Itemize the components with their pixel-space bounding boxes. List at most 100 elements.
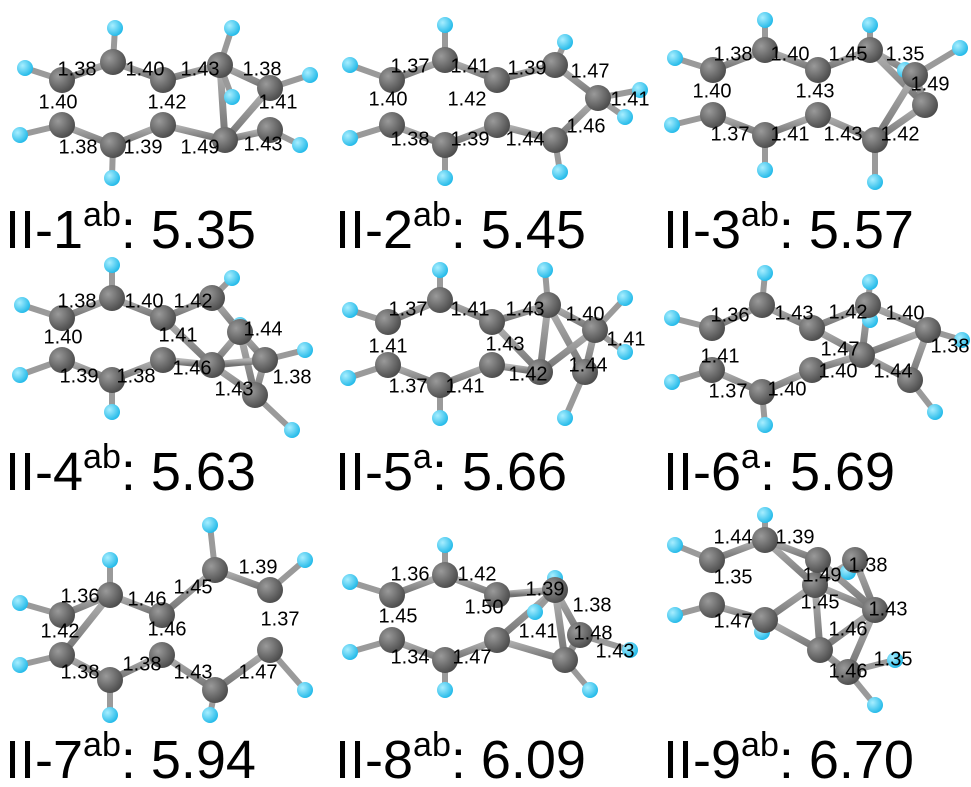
bond-length-label: 1.40 <box>771 43 810 65</box>
bond-length-label: 1.41 <box>159 324 198 346</box>
bond-length-label: 1.38 <box>273 366 312 388</box>
hydrogen-atom <box>12 595 28 611</box>
hydrogen-atom <box>664 310 680 326</box>
isomer-name: II-6 <box>663 442 741 502</box>
bond-length-label: 1.47 <box>714 610 753 632</box>
energy: : 5.66 <box>432 442 567 502</box>
bond-length-label: 1.49 <box>181 136 220 158</box>
hydrogen-atom <box>17 60 33 76</box>
superscript: ab <box>83 726 121 764</box>
superscript: ab <box>741 196 779 234</box>
hydrogen-atom <box>757 162 773 178</box>
hydrogen-atom <box>437 537 453 553</box>
bond-length-label: 1.37 <box>711 123 750 145</box>
panel-caption: II-6a: 5.69 <box>663 438 895 502</box>
bond-length-label: 1.39 <box>124 136 163 158</box>
hydrogen-atom <box>667 537 683 553</box>
bond-length-label: 1.41 <box>701 345 740 367</box>
bond-length-label: 1.40 <box>125 290 164 312</box>
bond-length-label: 1.42 <box>41 620 80 642</box>
carbon-atom <box>49 112 75 138</box>
carbon-atom <box>97 667 123 693</box>
hydrogen-atom <box>617 109 633 125</box>
isomer-name: II-4 <box>5 442 83 502</box>
bond-length-label: 1.42 <box>881 123 920 145</box>
hydrogen-atom <box>104 257 120 273</box>
bond-length-label: 1.47 <box>239 661 278 683</box>
isomer-name: II-7 <box>5 730 83 787</box>
bond-length-label: 1.39 <box>508 57 547 79</box>
bond-length-label: 1.46 <box>567 115 606 137</box>
bond-length-label: 1.41 <box>771 123 810 145</box>
hydrogen-atom <box>342 302 358 318</box>
carbon-atom <box>542 127 568 153</box>
energy: : 5.94 <box>121 730 256 787</box>
carbon-atom <box>97 582 123 608</box>
bond-length-label: 1.38 <box>61 661 100 683</box>
isomer-name: II-2 <box>335 200 413 260</box>
bond-length-label: 1.46 <box>829 618 868 640</box>
hydrogen-atom <box>557 34 573 50</box>
hydrogen-atom <box>667 50 683 66</box>
isomer-name: II-1 <box>5 200 83 260</box>
hydrogen-atom <box>664 374 680 390</box>
bond-length-label: 1.38 <box>59 136 98 158</box>
bond-length-label: 1.40 <box>369 88 408 110</box>
superscript: ab <box>413 726 451 764</box>
hydrogen-atom <box>437 170 453 186</box>
bond-length-label: 1.37 <box>389 375 428 397</box>
energy: : 5.69 <box>760 442 895 502</box>
bond-length-label: 1.43 <box>174 661 213 683</box>
bond-length-label: 1.43 <box>506 298 545 320</box>
bond-length-label: 1.42 <box>829 301 868 323</box>
bond-length-label: 1.50 <box>465 596 504 618</box>
isomer-name: II-3 <box>663 200 741 260</box>
hydrogen-atom <box>14 297 30 313</box>
bond-length-label: 1.41 <box>369 335 408 357</box>
hydrogen-atom <box>292 137 308 153</box>
bond-length-label: 1.37 <box>389 298 428 320</box>
bond-length-label: 1.38 <box>573 594 612 616</box>
hydrogen-atom <box>202 517 218 533</box>
bond-length-label: 1.41 <box>607 328 646 350</box>
bond-length-label: 1.44 <box>569 354 608 376</box>
bond-length-label: 1.38 <box>243 58 282 80</box>
bond-length-label: 1.40 <box>566 303 605 325</box>
bond-length-label: 1.43 <box>775 302 814 324</box>
carbon-atom <box>752 607 778 633</box>
panel-caption: II-4ab: 5.63 <box>5 438 256 502</box>
bond-length-label: 1.38 <box>58 58 97 80</box>
bond-length-label: 1.39 <box>526 578 565 600</box>
bond-length-label: 1.37 <box>709 380 748 402</box>
hydrogen-atom <box>342 130 358 146</box>
hydrogen-atom <box>12 367 28 383</box>
bond-length-label: 1.43 <box>796 80 835 102</box>
hydrogen-atom <box>297 342 313 358</box>
hydrogen-atom <box>862 17 878 33</box>
bond-length-label: 1.44 <box>506 128 545 150</box>
hydrogen-atom <box>867 697 883 713</box>
bond-length-label: 1.42 <box>148 91 187 113</box>
bond-length-label: 1.46 <box>829 660 868 682</box>
hydrogen-atom <box>862 274 878 290</box>
bond-length-label: 1.43 <box>869 598 908 620</box>
bond-length-label: 1.41 <box>259 91 298 113</box>
bond-length-label: 1.47 <box>821 338 860 360</box>
hydrogen-atom <box>342 574 358 590</box>
bond-length-label: 1.41 <box>451 55 490 77</box>
hydrogen-atom <box>302 67 318 83</box>
carbon-atom <box>257 577 283 603</box>
isomer-name: II-5 <box>335 442 413 502</box>
panel-caption: II-5a: 5.66 <box>335 438 567 502</box>
carbon-atom <box>807 637 833 663</box>
carbon-atom <box>379 582 405 608</box>
hydrogen-atom <box>297 552 313 568</box>
bond-length-label: 1.38 <box>58 290 97 312</box>
energy: : 5.45 <box>451 200 586 260</box>
carbon-atom <box>585 85 611 111</box>
hydrogen-atom <box>664 117 680 133</box>
carbon-atom <box>479 352 505 378</box>
bond-length-label: 1.47 <box>453 646 492 668</box>
carbon-atom <box>752 527 778 553</box>
